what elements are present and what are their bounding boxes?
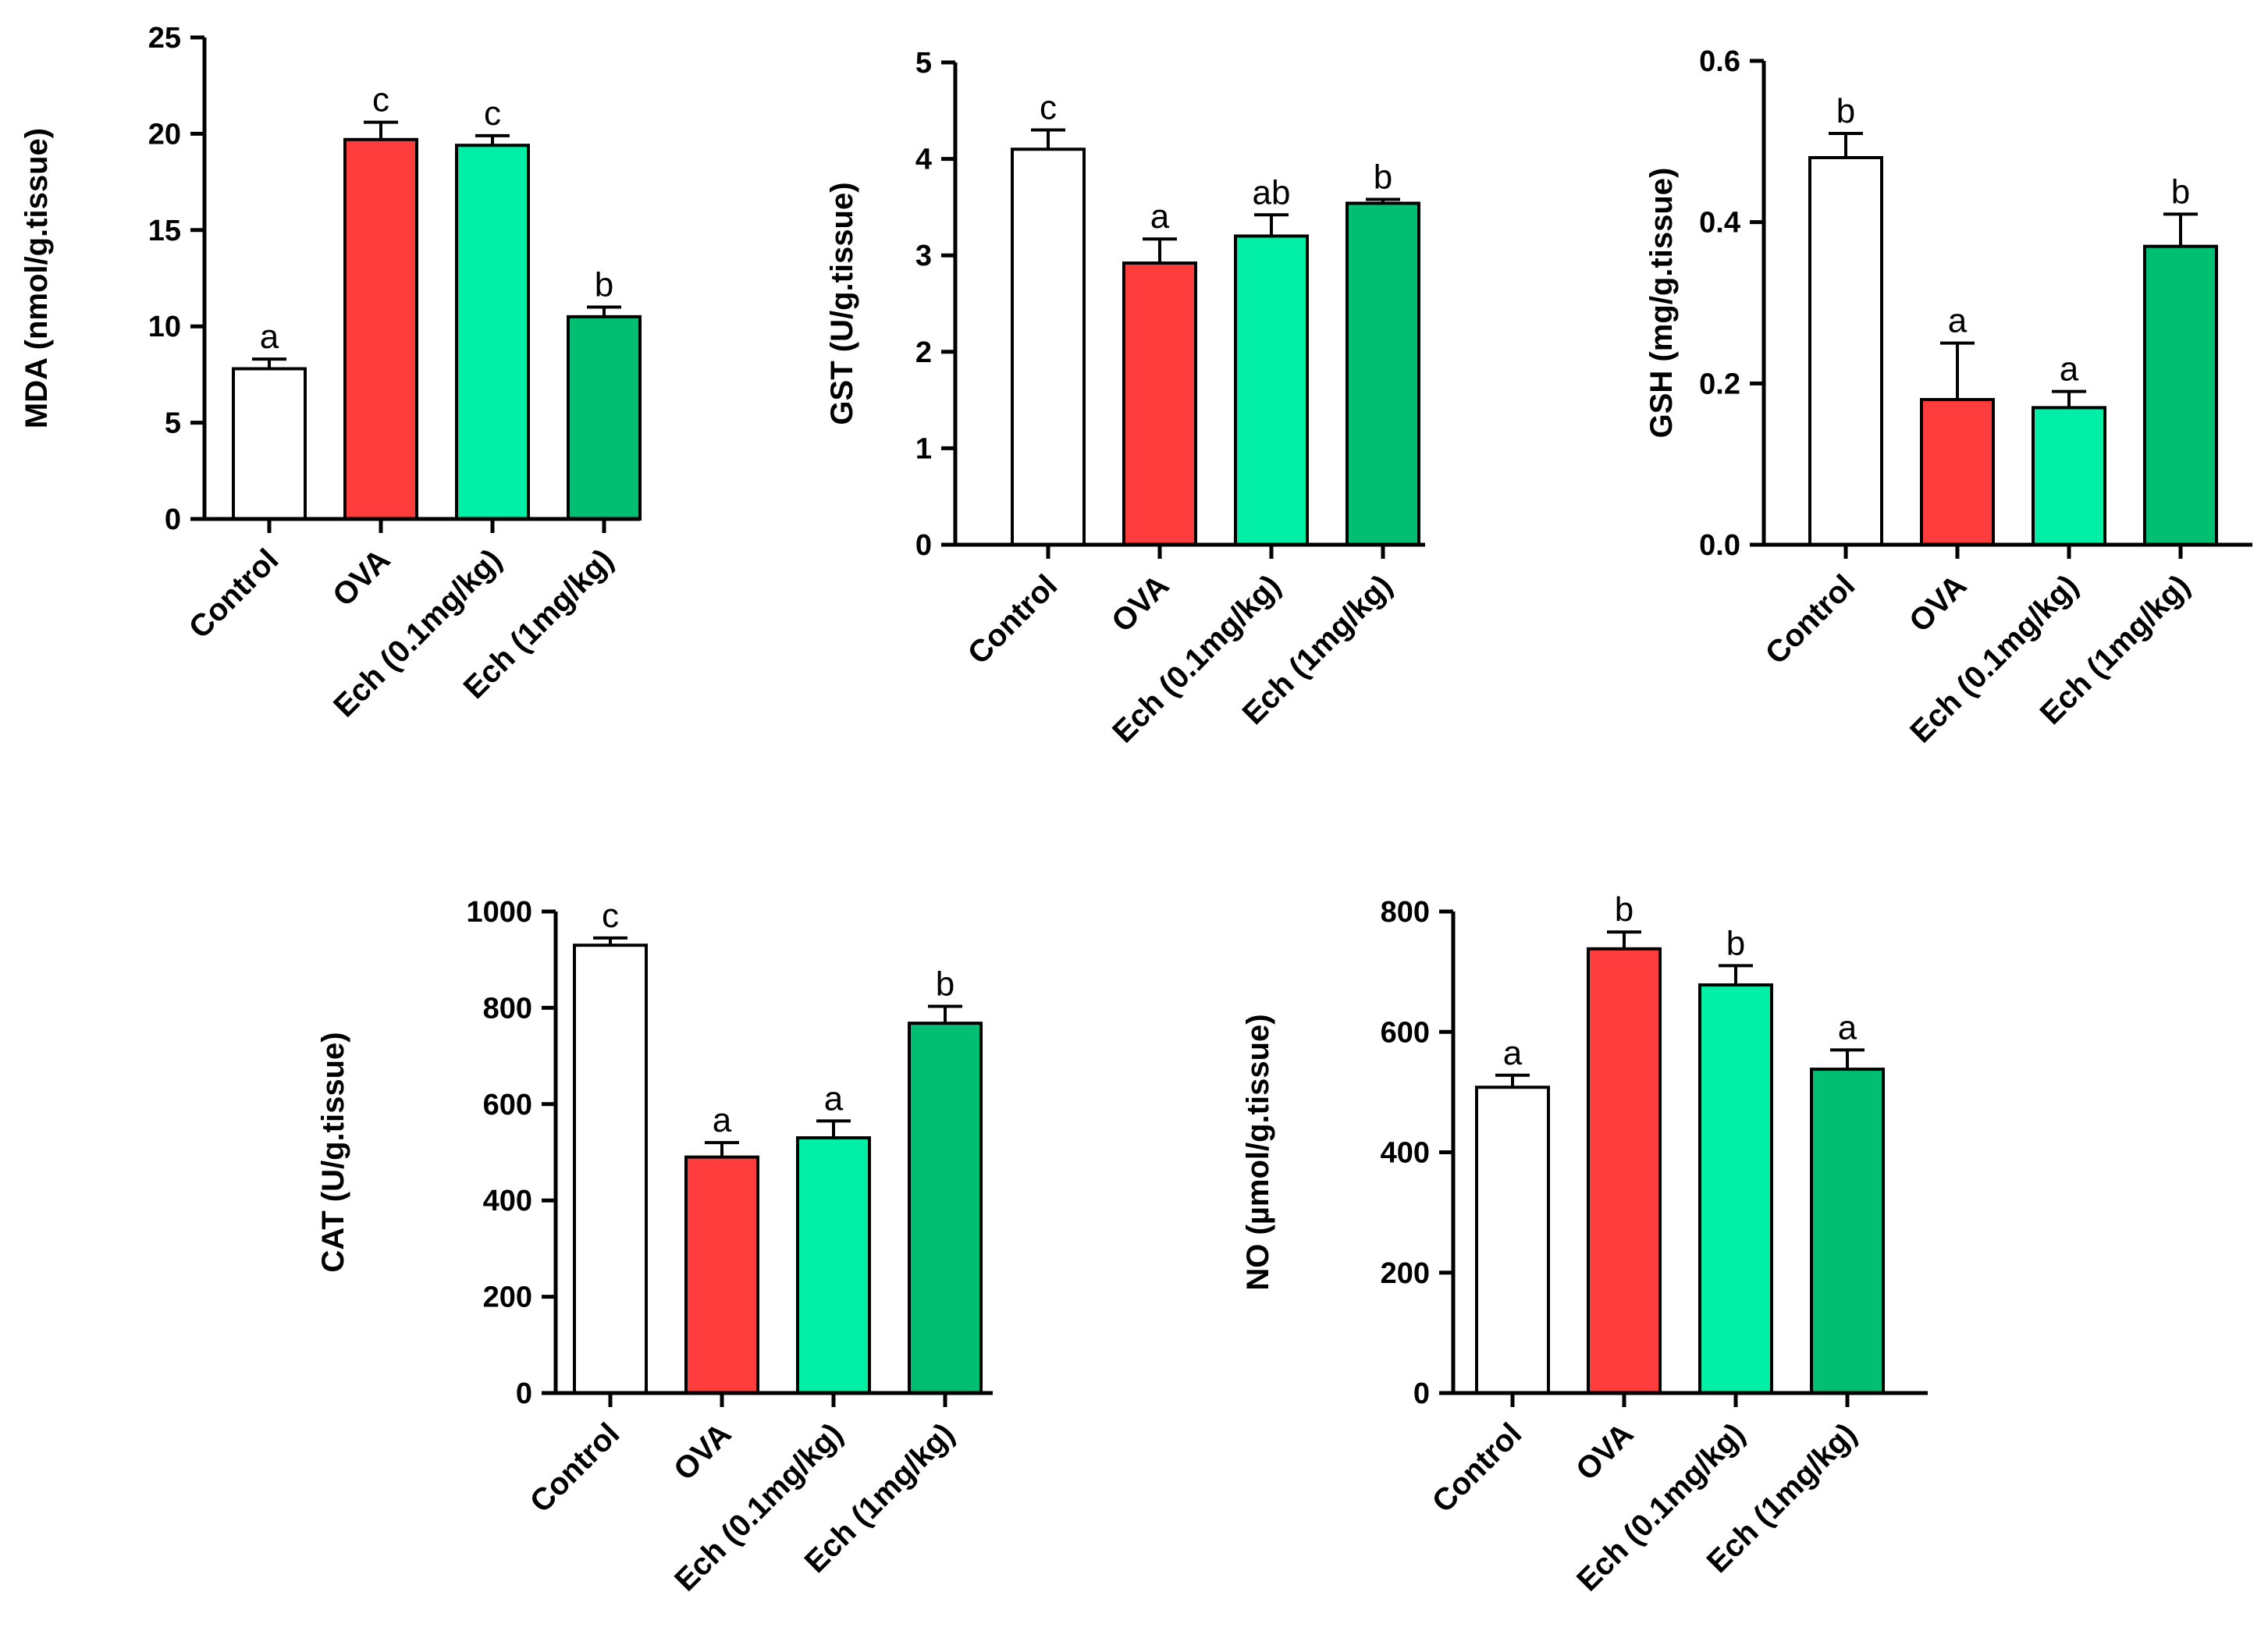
significance-label: a [1838,1008,1857,1047]
bar-ova [1122,261,1197,546]
y-tick-label: 0 [516,1377,532,1410]
y-axis-title: GST (U/g.tissue) [825,182,859,425]
bar-ech-1mg-kg [1810,1068,1885,1395]
y-tick-label: 4 [915,144,932,176]
y-tick-label: 5 [915,47,932,80]
y-tick-label: 600 [483,1089,532,1121]
bar-ech-1mg-kg [1346,201,1420,546]
significance-label: a [260,318,279,356]
y-tick-label: 0.6 [1699,45,1740,78]
significance-label: b [1615,890,1633,929]
significance-label: b [2171,172,2190,211]
significance-label: c [602,897,619,935]
bar-ech-0-1mg-kg [1234,234,1309,546]
y-tick-label: 15 [148,215,181,247]
category-label: Control [183,542,286,645]
category-label: OVA [1903,568,1973,638]
bar-ech-1mg-kg [908,1022,983,1395]
y-axis-title: GSH (mg/g.tissue) [1644,168,1679,439]
y-tick-label: 3 [915,240,932,272]
bar-control [573,944,648,1395]
y-tick-label: 800 [1381,896,1430,929]
y-tick-label: 10 [148,311,181,343]
bar-ech-0-1mg-kg [455,144,530,521]
significance-label: ab [1253,173,1291,211]
y-tick-label: 400 [483,1185,532,1217]
bar-ech-0-1mg-kg [1698,983,1773,1395]
significance-label: b [1374,158,1392,197]
significance-label: a [1503,1034,1523,1072]
significance-label: c [1040,89,1057,127]
y-tick-label: 0 [165,503,181,536]
y-tick-label: 1000 [466,896,532,929]
y-tick-label: 5 [165,407,181,440]
y-tick-label: 0 [915,529,932,562]
significance-label: b [936,965,954,1004]
bar-ova [1587,947,1662,1395]
category-label: Control [1426,1416,1529,1519]
category-label: Control [1759,568,1862,671]
y-tick-label: 800 [483,992,532,1025]
category-label: OVA [1105,568,1175,638]
y-tick-label: 20 [148,118,181,151]
y-tick-label: 200 [1381,1257,1430,1290]
bar-ova [1920,398,1995,546]
significance-label: a [2060,350,2079,389]
bar-control [232,367,307,521]
y-tick-label: 0.4 [1699,207,1740,240]
y-axis-title: NO (µmol/g.tissue) [1241,1014,1275,1290]
y-axis-title: CAT (U/g.tissue) [316,1032,350,1272]
bar-ech-0-1mg-kg [796,1135,871,1395]
significance-label: b [1836,92,1855,130]
bar-ech-1mg-kg [567,315,642,521]
category-label: OVA [667,1416,738,1487]
y-tick-label: 0.2 [1699,368,1740,400]
bar-control [1808,156,1883,546]
significance-label: a [1948,302,1968,340]
significance-label: b [1726,924,1745,962]
significance-label: a [1150,197,1170,236]
bar-ova [684,1155,759,1395]
y-tick-label: 400 [1381,1137,1430,1170]
significance-label: c [484,94,501,133]
category-label: Control [524,1416,627,1519]
significance-label: b [595,266,613,304]
y-tick-label: 600 [1381,1016,1430,1049]
category-label: OVA [326,542,396,613]
category-label: Control [962,568,1065,671]
y-tick-label: 2 [915,336,932,369]
bar-control [1011,147,1086,547]
y-tick-label: 200 [483,1281,532,1314]
category-label: OVA [1569,1416,1640,1487]
bar-control [1475,1086,1550,1395]
y-tick-label: 25 [148,22,181,55]
significance-label: a [824,1079,844,1118]
y-axis-title: MDA (nmol/g.tissue) [20,128,54,428]
bar-ech-0-1mg-kg [2032,406,2106,546]
y-tick-label: 1 [915,432,932,465]
bar-ech-1mg-kg [2143,244,2218,546]
y-tick-label: 0 [1413,1377,1430,1410]
y-tick-label: 0.0 [1699,529,1740,562]
significance-label: a [713,1101,732,1139]
significance-label: c [372,81,389,119]
bar-ova [343,137,418,521]
